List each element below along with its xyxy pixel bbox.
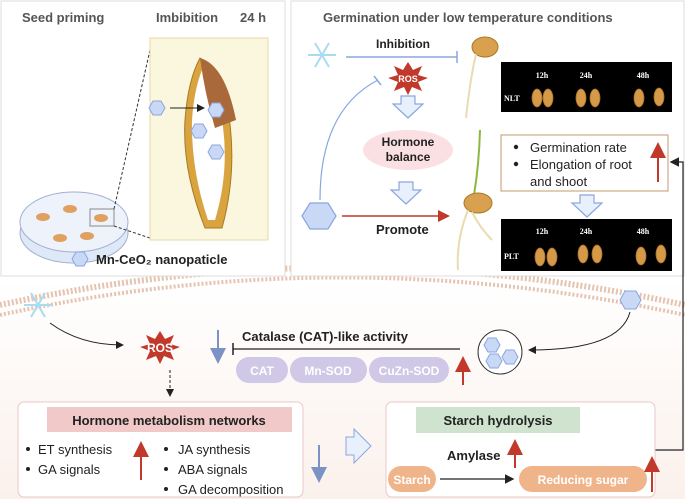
- ga-signals: GA signals: [38, 462, 101, 477]
- hormone-balance-line2: balance: [386, 150, 431, 164]
- nlt-time-48h: 48h: [637, 71, 650, 80]
- reducing-sugar-pill: [519, 466, 647, 492]
- imbibition-title: Imbibition: [156, 10, 218, 25]
- right-flow-arrow: [345, 427, 372, 465]
- aba-signals: ABA signals: [178, 462, 248, 477]
- nanoparticle-icon: [148, 100, 166, 116]
- result-elongation: Elongation of root: [530, 157, 632, 172]
- hormone-balance-ellipse: [363, 130, 453, 170]
- reducing-sugar-label: Reducing sugar: [538, 473, 629, 487]
- plt-photo: 12h 24h 48h PLT: [501, 219, 672, 271]
- germinating-seed-icon-2: [456, 129, 493, 271]
- enzyme-mn-sod: Mn-SOD: [304, 364, 352, 378]
- plt-label: PLT: [504, 252, 519, 261]
- nanoparticle-icon-2: [619, 290, 642, 310]
- enzyme-cuzn-sod: CuZn-SOD: [379, 364, 440, 378]
- enzyme-cat: CAT: [250, 364, 274, 378]
- amylase-label: Amylase: [447, 448, 500, 463]
- seed-priming-title: Seed priming: [22, 10, 104, 25]
- nlt-label: NLT: [504, 94, 520, 103]
- ros-label-2: ROS: [147, 341, 173, 355]
- hormone-box-title: Hormone metabolism networks: [72, 413, 266, 428]
- germinating-seed-icon-1: [465, 36, 499, 119]
- result-elongation-cont: and shoot: [530, 174, 587, 189]
- nlt-time-24h: 24h: [580, 71, 593, 80]
- plt-time-24h: 24h: [580, 227, 593, 236]
- nanoparticle-legend: Mn-CeO₂ nanopaticle: [96, 252, 227, 267]
- germination-panel: Germination under low temperature condit…: [290, 0, 685, 277]
- catalase-activity-label: Catalase (CAT)-like activity: [242, 329, 409, 344]
- hormone-metabolism-box: Hormone metabolism networks ET synthesis…: [17, 401, 327, 498]
- imbibition-time: 24 h: [240, 10, 266, 25]
- results-box: [500, 134, 669, 192]
- starch-label: Starch: [393, 473, 430, 487]
- seeds-in-dish: [36, 205, 108, 242]
- legend-nanoparticle-icon: [71, 251, 89, 267]
- et-synthesis: ET synthesis: [38, 442, 113, 457]
- ga-decomposition: GA decomposition: [178, 482, 284, 497]
- starch-box-title: Starch hydrolysis: [443, 413, 552, 428]
- plt-time-12h: 12h: [536, 227, 549, 236]
- starch-pill: [388, 466, 436, 492]
- seed-priming-panel: Seed priming Imbibition 24 h Mn-CeO₂ nan…: [0, 0, 286, 277]
- nlt-photo: 12h 24h 48h NLT: [501, 62, 672, 112]
- nlt-time-12h: 12h: [536, 71, 549, 80]
- ja-synthesis: JA synthesis: [178, 442, 251, 457]
- starch-hydrolysis-box: Starch hydrolysis Amylase Starch Reducin…: [385, 401, 660, 498]
- promote-label: Promote: [376, 222, 429, 237]
- result-germination-rate: Germination rate: [530, 140, 627, 155]
- inhibition-label: Inhibition: [376, 37, 430, 51]
- germination-title: Germination under low temperature condit…: [323, 10, 613, 25]
- enzyme-pills: CAT Mn-SOD CuZn-SOD: [236, 357, 449, 383]
- hormone-balance-line1: Hormone: [382, 135, 435, 149]
- large-nanoparticle-icon: [301, 202, 337, 230]
- ros-label: ROS: [398, 74, 418, 84]
- feedback-arrow: [640, 157, 684, 451]
- plt-time-48h: 48h: [637, 227, 650, 236]
